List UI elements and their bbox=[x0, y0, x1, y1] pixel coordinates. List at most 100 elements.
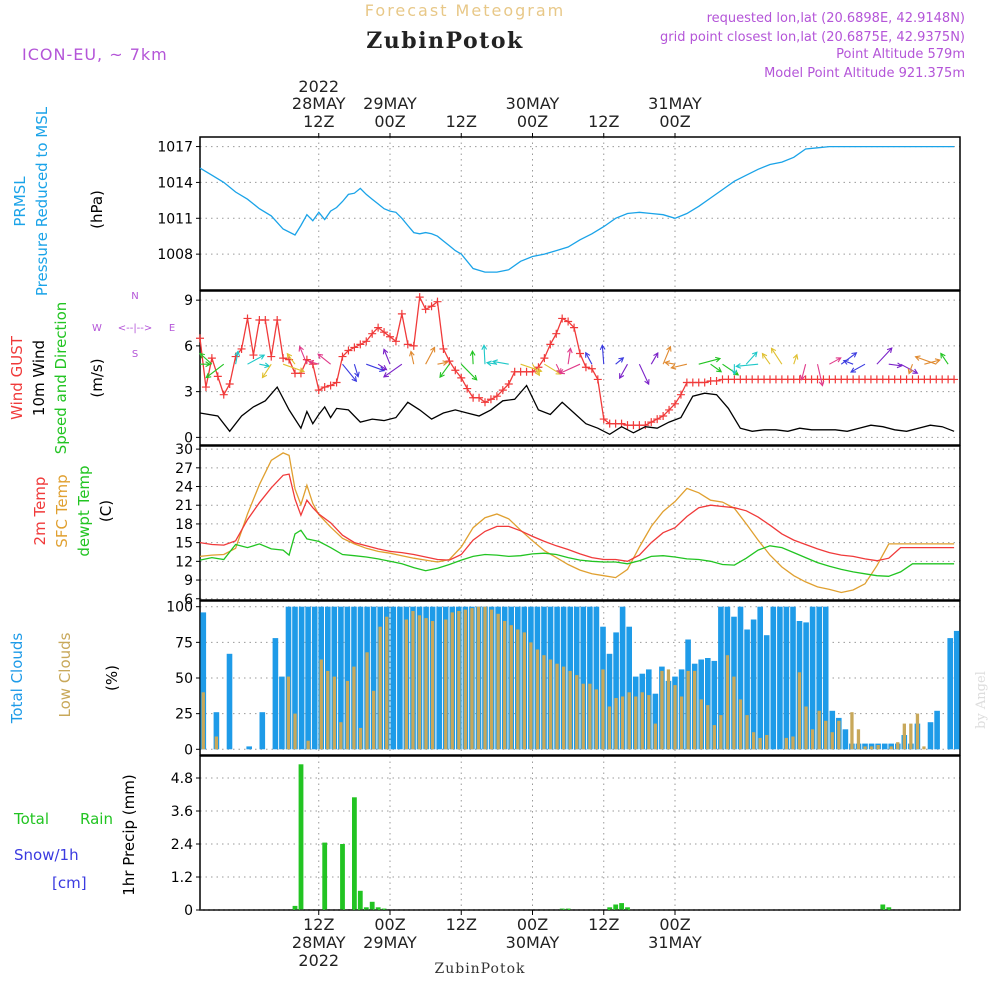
gust-marker bbox=[314, 386, 323, 395]
wind-arrow-head bbox=[934, 358, 941, 364]
rain-bar bbox=[352, 797, 357, 911]
gust-marker bbox=[421, 305, 430, 314]
low-cloud-bar bbox=[745, 715, 749, 750]
low-cloud-bar bbox=[647, 695, 651, 750]
total-cloud-bar bbox=[259, 712, 266, 750]
wind-arrow-head bbox=[914, 355, 921, 361]
low-cloud-bar bbox=[594, 689, 598, 750]
wind-arrow-head bbox=[664, 360, 671, 366]
total-cloud-bar bbox=[711, 660, 718, 750]
low-cloud-bar bbox=[542, 655, 546, 750]
y-tick-label: 1008 bbox=[157, 247, 193, 263]
total-cloud-bar bbox=[783, 606, 790, 750]
low-cloud-bar bbox=[424, 618, 428, 750]
wind-arrow bbox=[761, 353, 771, 365]
total-cloud-bar bbox=[705, 658, 711, 750]
time-label-top: 28MAY bbox=[292, 94, 346, 113]
low-cloud-bar bbox=[738, 699, 743, 750]
wind-arrow-head bbox=[731, 369, 738, 376]
gust-label: Wind GUST bbox=[8, 335, 26, 420]
y-tick-label: 30 bbox=[175, 442, 193, 458]
low-cloud-bar bbox=[902, 723, 906, 750]
wind-arrow bbox=[205, 363, 225, 378]
wind-arrow bbox=[801, 364, 807, 380]
y-tick-label: 27 bbox=[175, 461, 193, 477]
panel-temperature: 6 9 12 15 18 21 24 27 30 bbox=[175, 442, 961, 608]
y-tick-label: 0 bbox=[184, 742, 193, 758]
rain-bar bbox=[298, 764, 304, 911]
wind-arrow-head bbox=[912, 368, 919, 374]
low-cloud-bar bbox=[797, 672, 802, 750]
low-cloud-bar bbox=[653, 723, 657, 750]
wind-arrow bbox=[460, 363, 478, 381]
low-cloud-bar bbox=[765, 735, 769, 750]
wind-arrow bbox=[850, 363, 866, 373]
low-cloud-bar bbox=[607, 706, 612, 750]
wind-arrow-head bbox=[317, 353, 324, 360]
low-cloud-bar bbox=[319, 659, 323, 750]
pressure-label: PRMSL bbox=[11, 176, 29, 227]
gust-marker bbox=[356, 340, 365, 349]
wind-arrow bbox=[342, 363, 357, 382]
dewpt-label: dewpt Temp bbox=[75, 465, 93, 556]
compass-w: W bbox=[92, 323, 102, 334]
gust-marker bbox=[665, 405, 674, 414]
total-cloud-bar bbox=[790, 606, 796, 750]
y-tick-label: 4.8 bbox=[171, 771, 193, 787]
wind-arrow bbox=[308, 360, 319, 365]
gust-marker bbox=[593, 375, 602, 384]
wind-arrow bbox=[736, 363, 759, 367]
wind-arrow-head bbox=[770, 347, 777, 354]
time-label-top: 30MAY bbox=[506, 94, 560, 113]
total-cloud-bar bbox=[613, 632, 619, 750]
gust-marker bbox=[338, 352, 347, 361]
wind-arrow bbox=[745, 351, 758, 365]
low-cloud-bar bbox=[345, 680, 350, 750]
compass-s: S bbox=[132, 349, 138, 360]
gust-marker bbox=[427, 302, 436, 311]
low-cloud-bar bbox=[562, 666, 566, 750]
low-cloud-bar bbox=[503, 621, 507, 750]
wind-arrow-head bbox=[286, 352, 293, 359]
wind-arrow-head bbox=[567, 347, 573, 354]
wind-arrow bbox=[619, 363, 628, 379]
wind-arrow bbox=[829, 357, 842, 365]
low-cloud-bar bbox=[824, 720, 828, 750]
y-tick-label: 0 bbox=[184, 430, 193, 446]
gust-marker bbox=[439, 344, 448, 353]
wind-arrow-head bbox=[298, 345, 304, 352]
low-cloud-bar bbox=[575, 675, 579, 750]
gust-marker bbox=[676, 390, 685, 399]
wind-arrow bbox=[698, 358, 721, 365]
low-cloud-bar bbox=[830, 732, 834, 750]
total-cloud-bar bbox=[816, 606, 822, 750]
total-cloud-bar bbox=[370, 606, 377, 750]
compass-e: E bbox=[169, 323, 175, 334]
rain-bar bbox=[369, 901, 375, 911]
total-cloud-bar bbox=[338, 606, 344, 750]
gust-marker bbox=[415, 293, 424, 302]
wind-arrow-head bbox=[818, 380, 825, 387]
wind-arrow-head bbox=[842, 359, 849, 365]
gust-marker bbox=[712, 376, 721, 385]
gust-marker bbox=[486, 395, 495, 404]
wind-arrow-head bbox=[907, 368, 914, 375]
pressure-label-long: Pressure Reduced to MSL bbox=[33, 106, 51, 296]
time-label-bottom: 00Z bbox=[659, 915, 690, 934]
wind-arrow-head bbox=[850, 367, 857, 373]
wind-arrow-head bbox=[536, 367, 543, 373]
low-cloud-bar bbox=[896, 742, 900, 750]
low-cloud-bar bbox=[660, 670, 664, 750]
low-cloud-bar bbox=[444, 619, 448, 750]
low-cloud-bar bbox=[548, 659, 553, 750]
gust-marker bbox=[243, 314, 252, 323]
rain-bar bbox=[559, 908, 565, 910]
low-cloud-bar bbox=[856, 729, 861, 750]
wind-arrow bbox=[235, 351, 239, 365]
closest-point: grid point closest lon,lat (20.6875E, 42… bbox=[660, 30, 965, 45]
wind-arrow bbox=[383, 349, 391, 365]
wind-arrow bbox=[247, 354, 265, 365]
gust-marker bbox=[463, 384, 472, 393]
low-cloud-bar bbox=[555, 663, 559, 750]
wind-arrow bbox=[366, 363, 385, 372]
